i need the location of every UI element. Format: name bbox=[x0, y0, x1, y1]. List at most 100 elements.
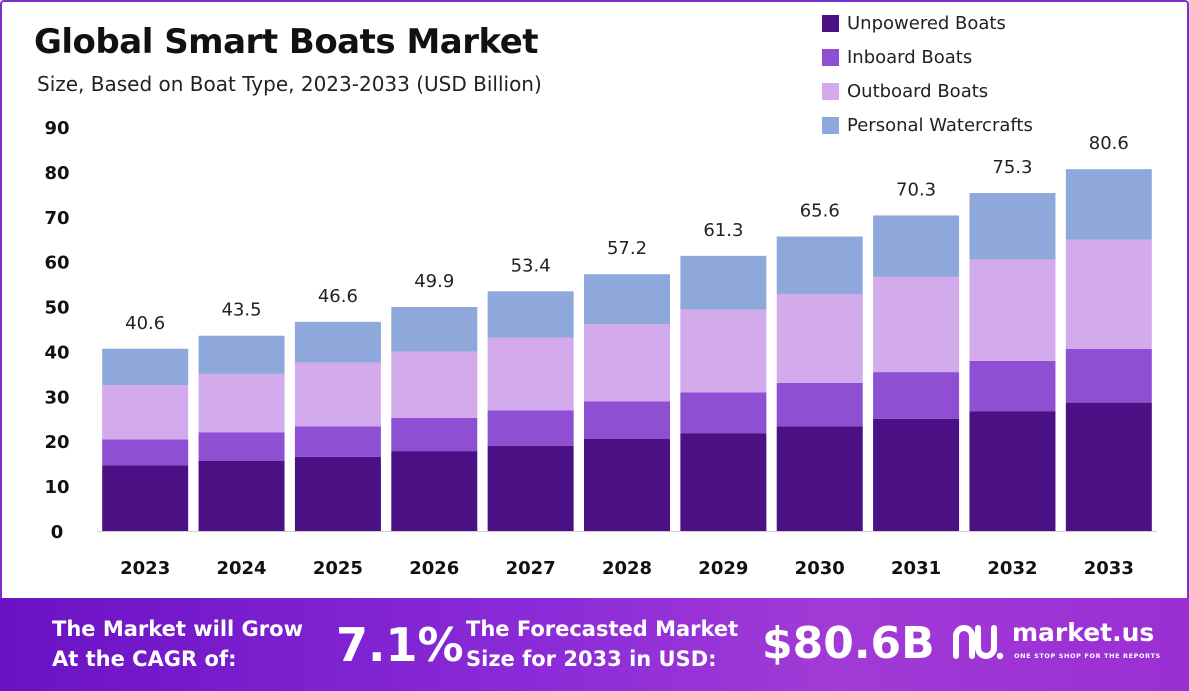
x-tick-label: 2031 bbox=[891, 558, 941, 579]
bar-segment-inboard-boats bbox=[873, 372, 960, 419]
bar-total-label: 49.9 bbox=[414, 271, 454, 292]
x-tick-label: 2027 bbox=[506, 558, 556, 579]
bar-segment-unpowered-boats bbox=[873, 418, 960, 531]
bar-segment-personal-watercrafts bbox=[198, 335, 285, 374]
bar-total-label: 57.2 bbox=[607, 238, 647, 259]
y-tick-label: 80 bbox=[44, 163, 69, 184]
bar-segment-inboard-boats bbox=[680, 392, 767, 434]
forecast-value: $80.6B bbox=[762, 618, 935, 669]
legend-swatch-personal-watercrafts bbox=[822, 116, 839, 134]
bar-segment-unpowered-boats bbox=[969, 411, 1056, 531]
bar-segment-personal-watercrafts bbox=[487, 291, 574, 338]
bar-segment-unpowered-boats bbox=[776, 426, 863, 531]
bar-segment-unpowered-boats bbox=[198, 460, 285, 531]
bar-segment-outboard-boats bbox=[198, 373, 285, 433]
logo-tagline: ONE STOP SHOP FOR THE REPORTS bbox=[1014, 652, 1161, 660]
legend-item-personal-watercrafts: Personal Watercrafts bbox=[822, 108, 1033, 142]
bar-total-label: 65.6 bbox=[800, 201, 840, 222]
x-tick-label: 2024 bbox=[216, 558, 266, 579]
bar-segment-inboard-boats bbox=[584, 401, 670, 439]
legend-label-unpowered-boats: Unpowered Boats bbox=[847, 12, 1006, 34]
bar-total-label: 46.6 bbox=[318, 286, 358, 307]
x-tick-label: 2023 bbox=[120, 558, 170, 579]
bar-segment-unpowered-boats bbox=[680, 433, 767, 531]
cagr-label-line1: The Market will Grow bbox=[52, 617, 303, 641]
bar-segment-outboard-boats bbox=[102, 385, 189, 440]
y-tick-label: 90 bbox=[44, 118, 69, 139]
legend-swatch-inboard-boats bbox=[822, 48, 839, 66]
y-tick-label: 60 bbox=[44, 253, 69, 274]
bar-segment-inboard-boats bbox=[198, 432, 285, 461]
bar-total-label: 70.3 bbox=[896, 179, 936, 200]
chart-legend: Unpowered Boats Inboard Boats Outboard B… bbox=[822, 6, 1033, 142]
bar-total-label: 75.3 bbox=[992, 157, 1032, 178]
legend-swatch-unpowered-boats bbox=[822, 14, 839, 32]
bar-chart: 010203040506070809040.6202343.5202446.62… bbox=[44, 118, 1157, 579]
bar-segment-unpowered-boats bbox=[584, 438, 670, 531]
legend-item-unpowered-boats: Unpowered Boats bbox=[822, 6, 1033, 40]
y-tick-label: 0 bbox=[51, 522, 64, 543]
bar-segment-personal-watercrafts bbox=[873, 215, 960, 277]
x-tick-label: 2026 bbox=[409, 558, 459, 579]
bar-segment-outboard-boats bbox=[487, 337, 574, 411]
bar-segment-personal-watercrafts bbox=[391, 307, 478, 352]
chart-subtitle: Size, Based on Boat Type, 2023-2033 (USD… bbox=[37, 72, 542, 96]
y-tick-label: 40 bbox=[44, 342, 69, 363]
x-tick-label: 2033 bbox=[1084, 558, 1134, 579]
bar-segment-personal-watercrafts bbox=[102, 348, 189, 386]
bar-segment-inboard-boats bbox=[969, 360, 1056, 412]
cagr-label: The Market will Grow At the CAGR of: bbox=[52, 614, 303, 674]
x-tick-label: 2032 bbox=[987, 558, 1037, 579]
bar-segment-outboard-boats bbox=[1065, 239, 1152, 349]
bar-segment-outboard-boats bbox=[776, 293, 863, 383]
bar-segment-inboard-boats bbox=[776, 382, 863, 427]
x-tick-label: 2028 bbox=[602, 558, 652, 579]
forecast-label: The Forecasted Market Size for 2033 in U… bbox=[466, 614, 738, 674]
bar-segment-unpowered-boats bbox=[487, 445, 574, 531]
bar-total-label: 53.4 bbox=[511, 255, 551, 276]
bar-segment-inboard-boats bbox=[487, 410, 574, 446]
x-tick-label: 2030 bbox=[795, 558, 845, 579]
y-tick-label: 70 bbox=[44, 208, 69, 229]
bar-total-label: 61.3 bbox=[703, 220, 743, 241]
bar-total-label: 40.6 bbox=[125, 313, 165, 334]
bar-segment-personal-watercrafts bbox=[776, 236, 863, 294]
bar-segment-inboard-boats bbox=[294, 426, 381, 457]
bar-segment-outboard-boats bbox=[680, 309, 767, 393]
summary-banner: The Market will Grow At the CAGR of: 7.1… bbox=[0, 598, 1189, 691]
bar-segment-outboard-boats bbox=[969, 259, 1056, 361]
legend-item-inboard-boats: Inboard Boats bbox=[822, 40, 1033, 74]
bar-segment-unpowered-boats bbox=[1065, 402, 1152, 531]
bar-segment-outboard-boats bbox=[294, 362, 381, 427]
chart-title: Global Smart Boats Market bbox=[34, 22, 539, 62]
x-tick-label: 2029 bbox=[698, 558, 748, 579]
y-tick-label: 20 bbox=[44, 432, 69, 453]
bar-segment-personal-watercrafts bbox=[584, 274, 670, 325]
y-tick-label: 50 bbox=[44, 298, 69, 319]
x-tick-label: 2025 bbox=[313, 558, 363, 579]
legend-label-inboard-boats: Inboard Boats bbox=[847, 46, 973, 68]
bar-segment-personal-watercrafts bbox=[294, 321, 381, 363]
bar-segment-personal-watercrafts bbox=[680, 255, 767, 310]
bar-segment-personal-watercrafts bbox=[969, 192, 1056, 260]
forecast-label-line2: Size for 2033 in USD: bbox=[466, 647, 717, 671]
bar-segment-outboard-boats bbox=[873, 276, 960, 373]
bar-segment-unpowered-boats bbox=[294, 456, 381, 531]
bar-segment-outboard-boats bbox=[584, 324, 670, 402]
bar-segment-inboard-boats bbox=[102, 439, 189, 466]
legend-item-outboard-boats: Outboard Boats bbox=[822, 74, 1033, 108]
y-tick-label: 10 bbox=[44, 477, 69, 498]
cagr-value: 7.1% bbox=[336, 618, 464, 672]
bar-segment-personal-watercrafts bbox=[1065, 169, 1152, 240]
bar-segment-unpowered-boats bbox=[391, 451, 478, 531]
legend-label-outboard-boats: Outboard Boats bbox=[847, 80, 989, 102]
bar-segment-unpowered-boats bbox=[102, 465, 189, 531]
bar-total-label: 43.5 bbox=[222, 300, 262, 321]
bar-segment-inboard-boats bbox=[1065, 348, 1152, 403]
y-tick-label: 30 bbox=[44, 387, 69, 408]
bar-total-label: 80.6 bbox=[1089, 133, 1129, 154]
bar-segment-outboard-boats bbox=[391, 351, 478, 418]
legend-swatch-outboard-boats bbox=[822, 82, 839, 100]
legend-label-personal-watercrafts: Personal Watercrafts bbox=[847, 114, 1033, 136]
forecast-label-line1: The Forecasted Market bbox=[466, 617, 739, 641]
